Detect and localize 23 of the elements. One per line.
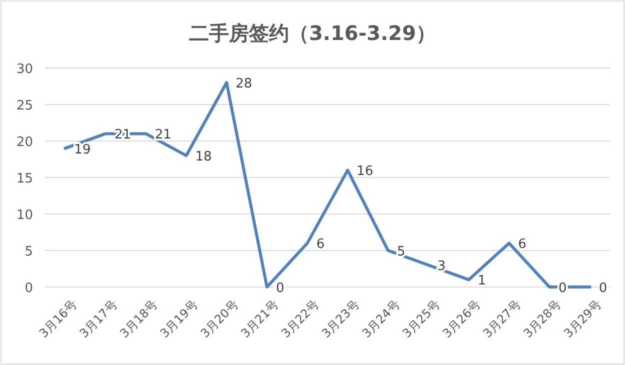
- data-label: 19: [74, 142, 91, 158]
- x-tick-label: 3月25号: [400, 297, 443, 341]
- data-label: 28: [236, 76, 252, 92]
- data-label: 18: [195, 150, 212, 165]
- x-tick-label: 3月28号: [520, 297, 564, 341]
- y-tick-label: 10: [16, 208, 33, 223]
- x-tick-label: 3月18号: [117, 297, 160, 341]
- y-tick-label: 0: [24, 281, 33, 296]
- y-tick-label: 20: [16, 135, 33, 150]
- data-label: 6: [518, 237, 526, 252]
- data-label: 6: [316, 237, 325, 252]
- x-tick-label: 3月21号: [238, 297, 282, 341]
- data-label: 0: [598, 281, 608, 296]
- data-label: 16: [356, 164, 374, 180]
- y-tick-label: 15: [16, 172, 33, 186]
- y-tick-label: 25: [16, 98, 33, 114]
- chart-title: 二手房签约（3.16-3.29）: [189, 21, 436, 45]
- data-label: 1: [478, 274, 486, 289]
- y-tick-label: 30: [16, 62, 33, 77]
- data-label: 21: [154, 128, 172, 143]
- data-label: 0: [276, 281, 284, 296]
- x-tick-label: 3月29号: [561, 297, 604, 341]
- y-tick-label: 5: [24, 244, 33, 260]
